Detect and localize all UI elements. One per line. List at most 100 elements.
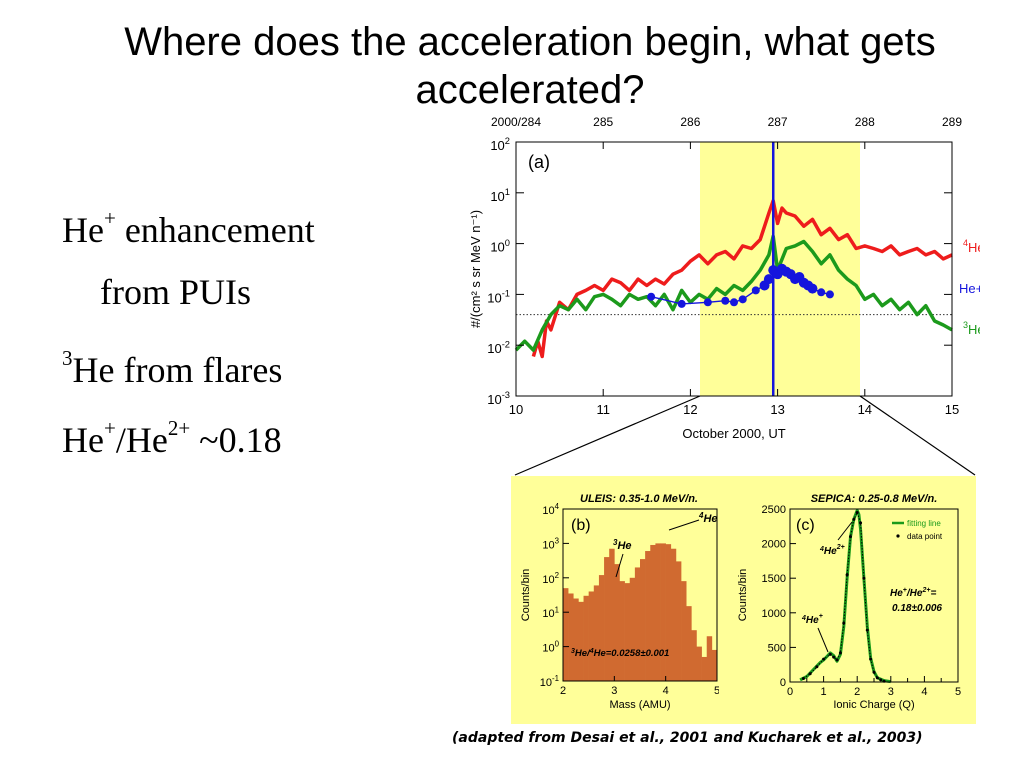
ratio-point (817, 288, 826, 297)
b-x-tick-label: 2 (560, 685, 566, 697)
annot-3he-prefix: 3 (613, 538, 618, 547)
data-point (872, 670, 876, 674)
ratio-b-p3: 4 (589, 648, 594, 655)
slide-title: Where does the acceleration begin, what … (40, 18, 1020, 114)
data-point (862, 576, 866, 580)
mass-bar (640, 559, 646, 681)
legend-fit-label: fitting line (907, 519, 941, 528)
mass-bar (675, 561, 682, 681)
y-tick-label: 10-1 (487, 289, 510, 306)
mass-bar (660, 543, 666, 681)
panel-a-label: (a) (528, 152, 550, 172)
b-y-tick-label: 102 (542, 571, 559, 586)
b-y-tick-label: 104 (542, 502, 559, 517)
b-y-tick-label: 103 (542, 536, 559, 551)
mass-bar (686, 606, 692, 681)
mass-bar (583, 595, 589, 681)
bullet-from-puis: from PUIs (62, 266, 315, 336)
chart-a-frame (515, 141, 953, 397)
x-tick-label: 14 (858, 402, 872, 417)
fitting-line (799, 508, 892, 684)
chart-c-ylabel: Counts/bin (737, 569, 749, 622)
c-x-tick-label: 1 (821, 686, 827, 698)
annot-4he2-sup: 2+ (836, 544, 845, 551)
mass-bar (588, 591, 595, 681)
ratio-b-p4: He=0.0258±0.001 (594, 648, 670, 659)
b-y-tick-label: 10-1 (540, 674, 560, 689)
x-tick-label: 10 (509, 402, 523, 417)
data-point (835, 658, 839, 662)
label-he-ratio: He+/He2+ (959, 281, 980, 296)
b-x-tick-label: 5 (714, 685, 719, 697)
legend-point-swatch (896, 534, 900, 538)
bullet-3he: 3He from flares (62, 336, 315, 406)
annot-4he: 4He (698, 511, 718, 525)
y-tick-label: 10-3 (487, 390, 510, 407)
label-4he-main: He (968, 240, 980, 255)
c-y-tick-label: 500 (768, 642, 786, 654)
b-y-tick-label: 101 (542, 605, 559, 620)
ratio-point (677, 299, 686, 308)
series-3he-line (514, 234, 953, 352)
bullet-4-mid: /He (115, 420, 168, 460)
c-x-tick-label: 2 (854, 686, 860, 698)
ratio-point (738, 295, 747, 304)
mass-bar (645, 551, 651, 681)
top-tick-label: 286 (680, 115, 700, 129)
bullet-he-plus: He+ enhancement (62, 196, 315, 266)
c-y-tick-label: 2000 (762, 539, 786, 551)
chart-b-title: ULEIS: 0.35-1.0 MeV/n. (580, 493, 698, 505)
annot-4he1-sup: + (819, 613, 823, 620)
chart-c-xlabel: Ionic Charge (Q) (833, 699, 914, 711)
annot-4he1-main: He (806, 615, 819, 626)
data-point (815, 665, 819, 669)
mass-bar (604, 557, 610, 681)
ratio-c-line2: 0.18±0.006 (892, 603, 942, 614)
ratio-text-b: 3He/4He=0.0258±0.001 (571, 648, 669, 659)
arrow-4he (668, 519, 700, 531)
arrow-4he1 (817, 627, 829, 653)
ratio-point (730, 298, 738, 307)
annot-4he-prefix: 4 (698, 511, 704, 520)
arrow-4he2 (837, 521, 853, 541)
mass-bar (706, 636, 713, 681)
arrow-3he (615, 553, 624, 578)
chart-b-ylabel: Counts/bin (520, 569, 532, 622)
data-point (879, 678, 883, 682)
mass-bar (593, 585, 600, 681)
mass-bar (691, 630, 697, 681)
top-tick-label: 285 (593, 115, 613, 129)
bullet-ratio: He+/He2+ ~0.18 (62, 406, 315, 476)
c-y-tick-label: 1000 (762, 608, 786, 620)
ratio-point (647, 292, 656, 301)
ratio-c-p5: = (930, 588, 936, 599)
mass-bar (696, 646, 702, 681)
bullet-4-sup1: + (103, 416, 116, 440)
bullet-1-rest: enhancement (115, 210, 315, 250)
mass-bar (598, 575, 605, 681)
c-x-tick-label: 4 (921, 686, 927, 698)
ratio-point (751, 286, 760, 295)
mass-bar (665, 544, 672, 681)
ratio-c-p1: He (890, 588, 903, 599)
ratio-c-p4: 2+ (921, 587, 930, 594)
panel-c-label: (c) (796, 517, 815, 534)
label-4he-prefix: 4 (963, 238, 968, 248)
data-trace (803, 511, 885, 682)
mass-bar (568, 593, 574, 681)
y-tick-label: 102 (490, 136, 510, 153)
mass-bar (629, 577, 636, 681)
top-tick-label: 2000/284 (491, 115, 541, 129)
chart-b-xlabel: Mass (AMU) (609, 699, 670, 711)
top-tick-label: 289 (942, 115, 962, 129)
annot-4he2-prefix: 4 (819, 546, 824, 553)
c-y-tick-label: 2500 (762, 504, 786, 516)
b-x-tick-label: 3 (611, 685, 617, 697)
data-point (838, 651, 842, 655)
bullet-4-rest: ~0.18 (190, 420, 282, 460)
c-x-tick-label: 3 (888, 686, 894, 698)
top-tick-label: 288 (855, 115, 875, 129)
chart-c-title: SEPICA: 0.25-0.8 MeV/n. (811, 493, 938, 505)
mass-bar (609, 548, 615, 681)
chart-b-frame (562, 508, 718, 682)
